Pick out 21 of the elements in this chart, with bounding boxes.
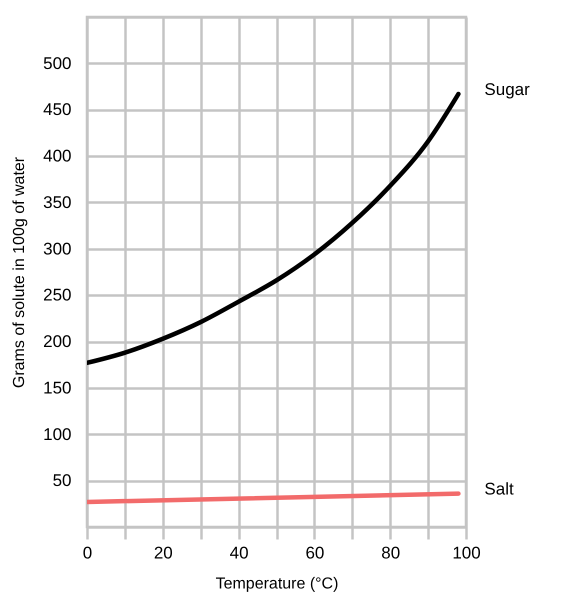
series-label: Sugar bbox=[484, 80, 530, 99]
y-tick-label: 300 bbox=[43, 239, 72, 258]
x-tick-label: 20 bbox=[154, 544, 173, 562]
x-tick-label: 60 bbox=[305, 544, 324, 562]
y-tick-label: 400 bbox=[43, 146, 72, 166]
x-tick-label: 40 bbox=[230, 544, 249, 562]
y-tick-label: 350 bbox=[43, 192, 72, 212]
series-label: Salt bbox=[484, 480, 514, 499]
line-series bbox=[87, 92, 461, 366]
x-axis-title: Temperature (°C) bbox=[216, 576, 338, 592]
x-tick-label: 80 bbox=[381, 544, 400, 562]
y-axis-title: Grams of solute in 100g of water bbox=[11, 156, 28, 388]
y-tick-label: 500 bbox=[43, 54, 72, 73]
y-tick-label: 200 bbox=[43, 332, 72, 352]
y-tick-label: 450 bbox=[43, 100, 72, 120]
x-tick-label: 100 bbox=[452, 544, 481, 562]
y-tick-label: 250 bbox=[43, 286, 72, 305]
x-tick-label: 0 bbox=[82, 544, 92, 562]
y-tick-label: 100 bbox=[43, 424, 72, 444]
y-tick-label: 50 bbox=[52, 471, 72, 490]
y-tick-label: 150 bbox=[43, 378, 72, 398]
